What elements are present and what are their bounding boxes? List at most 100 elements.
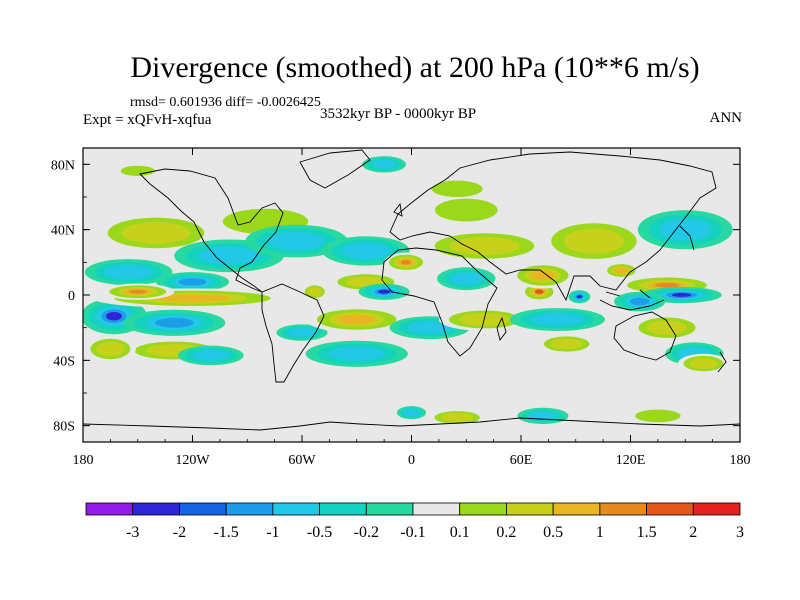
field-contour xyxy=(528,411,557,421)
field-anomaly-2 xyxy=(84,259,173,286)
map-axes: 180 120W 60W 0 60E 120E 180 80N 40N 0 40S 80S xyxy=(51,148,751,468)
coastline-maritime-continent xyxy=(599,289,665,311)
colorbar-label: -0.2 xyxy=(354,524,379,541)
field-contour xyxy=(377,289,391,294)
x-tick-label: 180 xyxy=(730,453,751,468)
field-anomaly-28 xyxy=(510,262,576,289)
field-anomaly-44 xyxy=(396,406,427,420)
field-contour xyxy=(407,321,452,334)
x-tick-label: 120W xyxy=(175,453,210,468)
field-anomaly-25 xyxy=(426,195,507,225)
period-label: 3532kyr BP - 0000kyr BP xyxy=(320,106,477,122)
field-anomaly-3 xyxy=(156,272,229,292)
colorbar-swatch xyxy=(692,502,741,516)
field-contour xyxy=(154,317,194,328)
field-contour xyxy=(154,294,231,302)
field-contour xyxy=(431,180,483,197)
colorbar-label: -2 xyxy=(173,524,186,541)
colorbar-label: -1 xyxy=(266,524,279,541)
field-contour xyxy=(268,232,325,251)
field-contour xyxy=(689,358,718,369)
field-contour xyxy=(576,295,583,299)
field-contour xyxy=(646,320,688,335)
field-contour xyxy=(337,314,377,325)
colorbar-label: 0.5 xyxy=(543,524,563,541)
field-contour xyxy=(659,218,712,241)
field-anomaly-29 xyxy=(568,290,591,304)
colorbar-label: 2 xyxy=(689,524,697,541)
field-contour xyxy=(550,338,583,350)
field-contour xyxy=(434,198,498,222)
y-tick-label: 40N xyxy=(51,224,75,239)
field-contour xyxy=(120,165,155,176)
coastlines xyxy=(83,149,740,431)
field-contour xyxy=(328,346,385,361)
colorbar-swatch xyxy=(179,502,227,516)
field-contour xyxy=(449,237,520,255)
colorbar-swatch xyxy=(646,502,694,516)
colorbar-swatch xyxy=(319,502,367,516)
colorbar-swatch xyxy=(272,502,320,516)
chart-title: Divergence (smoothed) at 200 hPa (10**6 … xyxy=(130,51,700,84)
field-anomaly-15 xyxy=(305,306,408,333)
field-contour xyxy=(531,313,584,326)
y-tick-label: 0 xyxy=(68,289,75,304)
field-contour xyxy=(671,293,692,297)
field-contour xyxy=(128,289,147,294)
coastline-new-zealand xyxy=(717,351,727,373)
x-tick-label: 120E xyxy=(616,453,646,468)
field-contour xyxy=(198,246,260,265)
field-contour xyxy=(96,341,125,357)
y-tick-label: 80N xyxy=(51,158,75,173)
field-contour xyxy=(307,287,322,297)
coastline-japan xyxy=(679,225,695,251)
colorbar-swatch xyxy=(412,502,461,516)
field-anomaly-17 xyxy=(358,283,410,300)
field-anomaly-7 xyxy=(84,335,136,362)
colorbar: -3 -2 -1.5 -1 -0.5 -0.2 -0.1 0.1 0.2 0.5 1 1.5 2 3 xyxy=(85,502,744,541)
field-contour xyxy=(614,267,629,274)
colorbar-swatch xyxy=(225,502,274,516)
coastline-australia xyxy=(613,311,677,361)
field-anomaly-46 xyxy=(362,156,407,173)
field-anomaly-8 xyxy=(177,345,244,366)
field-contour xyxy=(104,264,153,280)
field-contour xyxy=(403,409,420,417)
field-contour xyxy=(192,350,229,361)
x-tick-label: 0 xyxy=(408,453,415,468)
colorbar-swatch xyxy=(85,502,134,516)
colorbar-label: 0.1 xyxy=(450,524,470,541)
field-contour xyxy=(635,409,681,423)
field-contour xyxy=(441,413,474,422)
experiment-label: Expt = xQFvH-xqfua xyxy=(83,112,212,128)
field-anomaly-41 xyxy=(427,409,487,426)
field-anomaly-26 xyxy=(431,180,483,197)
field-anomaly-30 xyxy=(510,308,605,331)
field-contour xyxy=(534,289,544,295)
coastline-greenland xyxy=(299,149,371,189)
y-tick-label: 40S xyxy=(53,354,75,369)
x-tick-label: 180 xyxy=(73,453,94,468)
field-contour xyxy=(341,242,390,259)
colorbar-swatch xyxy=(365,502,414,516)
field-anomaly-12 xyxy=(245,224,348,258)
field-contour xyxy=(400,259,412,265)
colorbar-label: 0.2 xyxy=(496,524,516,541)
colorbar-swatch xyxy=(552,502,601,516)
coastline-eurasia xyxy=(389,151,717,302)
field-anomaly-43 xyxy=(517,407,569,425)
field-anomaly-33 xyxy=(603,262,640,279)
x-tick-label: 60E xyxy=(510,453,533,468)
colorbar-label: -3 xyxy=(126,524,139,541)
field-contour xyxy=(563,228,625,254)
colorbar-swatch xyxy=(132,502,180,516)
field-contour xyxy=(178,278,207,286)
field-anomaly-22 xyxy=(437,267,496,291)
coastline-north-america xyxy=(139,168,284,293)
field-contour xyxy=(450,272,483,285)
rmsd-diff-stats: rmsd= 0.601936 diff= -0.0026425 xyxy=(130,95,321,110)
colorbar-label: -1.5 xyxy=(213,524,238,541)
coastline-south-america xyxy=(261,283,325,383)
coastline-uk xyxy=(393,202,403,217)
